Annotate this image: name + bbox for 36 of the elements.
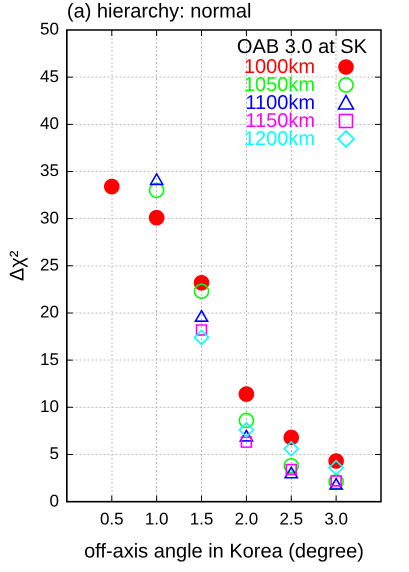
x-tick-label: 2.5 bbox=[279, 509, 304, 528]
y-tick-label: 15 bbox=[40, 350, 59, 369]
y-tick-label: 50 bbox=[40, 20, 59, 39]
point bbox=[148, 182, 164, 198]
y-tick-label: 0 bbox=[49, 491, 59, 510]
point bbox=[328, 474, 344, 490]
y-tick-label: 25 bbox=[40, 255, 59, 274]
point bbox=[148, 210, 164, 226]
point bbox=[238, 412, 254, 428]
x-tick-label: 1.0 bbox=[144, 509, 168, 528]
point bbox=[194, 283, 210, 300]
y-tick-label: 45 bbox=[40, 66, 59, 86]
y-tick-label: 20 bbox=[40, 302, 59, 322]
x-tick-label: 0.5 bbox=[100, 509, 124, 528]
x-tick-label: 1.5 bbox=[190, 509, 214, 528]
y-tick-label: 10 bbox=[40, 396, 59, 416]
y-tick-label: 30 bbox=[40, 208, 59, 228]
point bbox=[238, 422, 254, 438]
x-tick-label: 3.0 bbox=[324, 509, 348, 528]
point bbox=[194, 330, 210, 346]
y-tick-label: 40 bbox=[40, 114, 59, 134]
y-axis-title: Δχ² bbox=[6, 250, 29, 282]
point bbox=[283, 440, 300, 457]
point bbox=[283, 430, 300, 446]
y-tick-label: 5 bbox=[49, 444, 59, 464]
x-axis-title: off-axis angle in Korea (degree) bbox=[84, 540, 364, 563]
legend-title: OAB 3.0 at SK bbox=[236, 36, 367, 58]
chart-title: (a) hierarchy: normal bbox=[66, 0, 252, 23]
point bbox=[240, 436, 252, 448]
point bbox=[283, 458, 300, 474]
point bbox=[196, 324, 208, 336]
x-tick-label: 2.0 bbox=[234, 509, 258, 528]
y-tick-label: 35 bbox=[40, 161, 59, 180]
point bbox=[238, 386, 254, 402]
point bbox=[104, 178, 120, 194]
point bbox=[328, 460, 344, 476]
